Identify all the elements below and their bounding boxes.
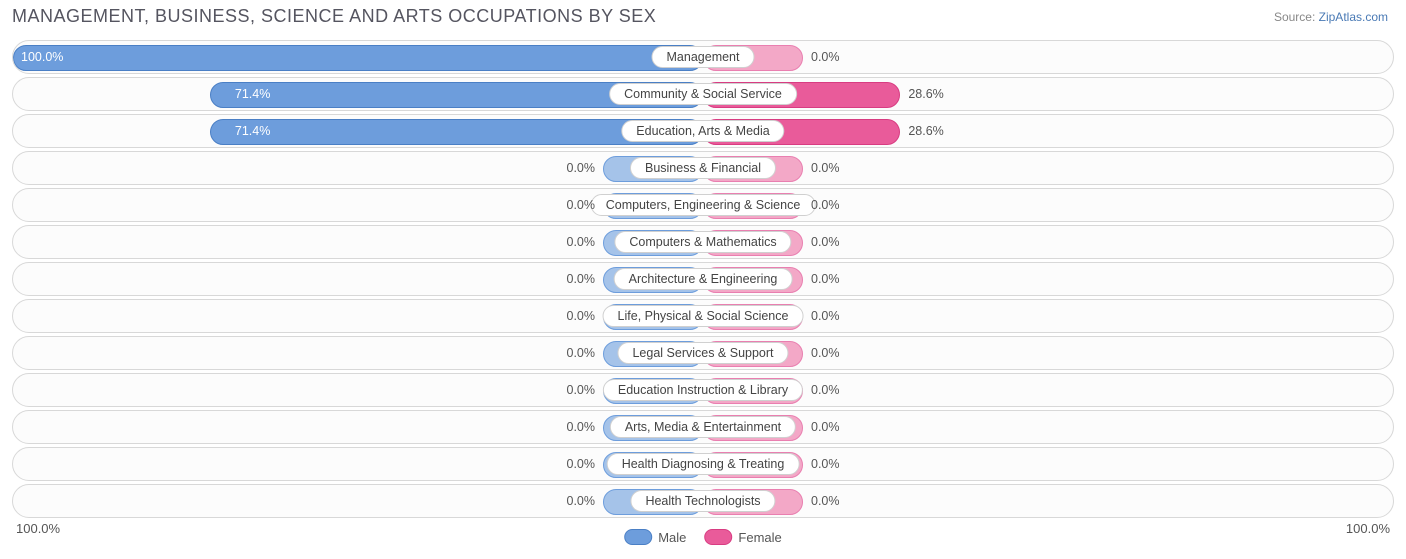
female-swatch (704, 529, 732, 545)
male-pct-label: 0.0% (567, 161, 596, 175)
chart-title: MANAGEMENT, BUSINESS, SCIENCE AND ARTS O… (12, 6, 656, 27)
chart-row: 100.0% 0.0% Management (12, 40, 1394, 74)
female-pct-label: 0.0% (811, 198, 840, 212)
chart-row: 0.0% 0.0%Computers, Engineering & Science (12, 188, 1394, 222)
chart-area: 100.0% 0.0% Management 71.4% 28.6% Community … (12, 40, 1394, 519)
legend-female-label: Female (738, 530, 781, 545)
category-label: Community & Social Service (609, 83, 797, 105)
axis-left-label: 100.0% (16, 521, 60, 536)
chart-row: 0.0% 0.0% Architecture & Engineering (12, 262, 1394, 296)
legend-male-label: Male (658, 530, 686, 545)
legend-item-male: Male (624, 529, 686, 545)
legend-item-female: Female (704, 529, 781, 545)
category-label: Arts, Media & Entertainment (610, 416, 796, 438)
female-pct-label: 28.6% (908, 87, 943, 101)
male-pct-label: 0.0% (567, 383, 596, 397)
chart-row: 0.0% 0.0% Education Instruction & Library (12, 373, 1394, 407)
source-link[interactable]: ZipAtlas.com (1319, 10, 1388, 24)
male-pct-label: 0.0% (567, 309, 596, 323)
category-label: Computers & Mathematics (614, 231, 791, 253)
male-pct-label: 0.0% (567, 235, 596, 249)
chart-row: 71.4% 28.6% Community & Social Service (12, 77, 1394, 111)
female-pct-label: 0.0% (811, 50, 840, 64)
category-label: Computers, Engineering & Science (591, 194, 816, 216)
legend: Male Female (624, 529, 782, 545)
male-pct-label: 0.0% (567, 494, 596, 508)
male-pct-label: 100.0% (21, 50, 63, 64)
male-swatch (624, 529, 652, 545)
female-pct-label: 28.6% (908, 124, 943, 138)
chart-row: 0.0% 0.0% Computers & Mathematics (12, 225, 1394, 259)
male-bar (13, 45, 703, 71)
male-pct-label: 71.4% (235, 87, 270, 101)
male-pct-label: 0.0% (567, 420, 596, 434)
category-label: Management (652, 46, 755, 68)
source-attribution: Source: ZipAtlas.com (1274, 10, 1388, 24)
category-label: Health Diagnosing & Treating (607, 453, 800, 475)
category-label: Architecture & Engineering (614, 268, 793, 290)
category-label: Business & Financial (630, 157, 776, 179)
female-pct-label: 0.0% (811, 346, 840, 360)
chart-row: 0.0% 0.0% Health Diagnosing & Treating (12, 447, 1394, 481)
chart-row: 0.0% 0.0% Business & Financial (12, 151, 1394, 185)
female-pct-label: 0.0% (811, 420, 840, 434)
female-pct-label: 0.0% (811, 383, 840, 397)
male-pct-label: 71.4% (235, 124, 270, 138)
female-pct-label: 0.0% (811, 235, 840, 249)
female-pct-label: 0.0% (811, 309, 840, 323)
male-pct-label: 0.0% (567, 457, 596, 471)
chart-row: 0.0% 0.0% Arts, Media & Entertainment (12, 410, 1394, 444)
female-pct-label: 0.0% (811, 494, 840, 508)
chart-row: 71.4% 28.6% Education, Arts & Media (12, 114, 1394, 148)
chart-row: 0.0% 0.0% Health Technologists (12, 484, 1394, 518)
category-label: Life, Physical & Social Science (603, 305, 804, 327)
category-label: Education Instruction & Library (603, 379, 803, 401)
source-prefix: Source: (1274, 10, 1319, 24)
chart-row: 0.0% 0.0% Legal Services & Support (12, 336, 1394, 370)
male-pct-label: 0.0% (567, 272, 596, 286)
category-label: Health Technologists (630, 490, 775, 512)
category-label: Legal Services & Support (617, 342, 788, 364)
male-pct-label: 0.0% (567, 346, 596, 360)
female-pct-label: 0.0% (811, 457, 840, 471)
female-pct-label: 0.0% (811, 161, 840, 175)
category-label: Education, Arts & Media (621, 120, 784, 142)
female-pct-label: 0.0% (811, 272, 840, 286)
male-pct-label: 0.0% (567, 198, 596, 212)
axis-right-label: 100.0% (1346, 521, 1390, 536)
chart-row: 0.0% 0.0% Life, Physical & Social Science (12, 299, 1394, 333)
